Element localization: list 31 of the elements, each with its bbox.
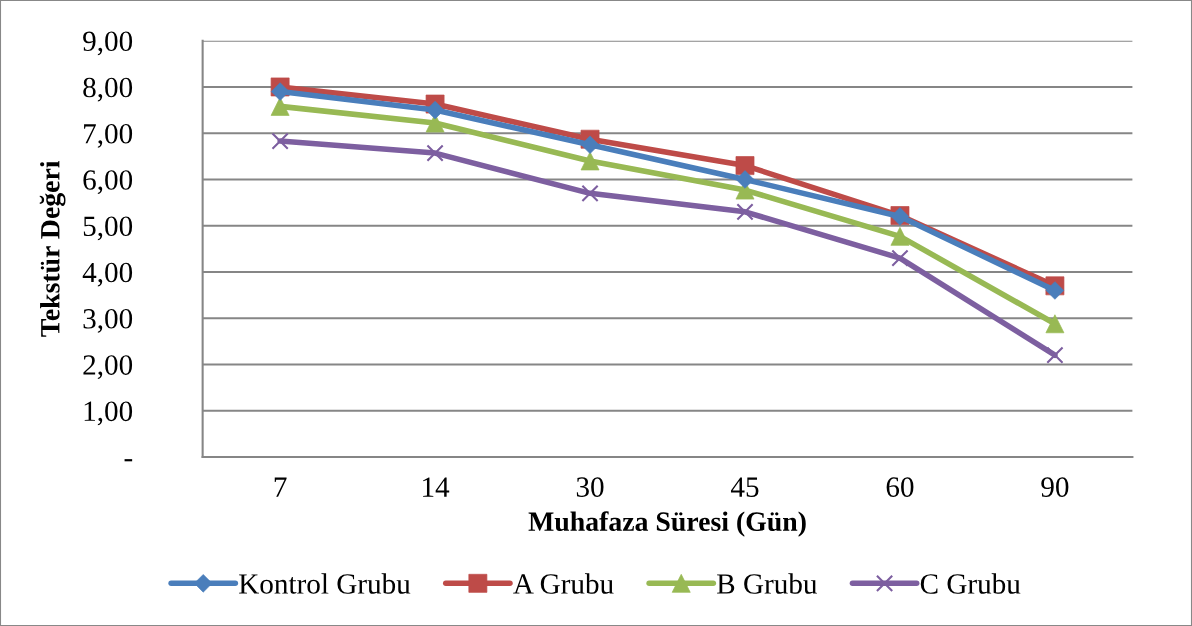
x-axis-title: Muhafaza Süresi (Gün) [528, 511, 806, 537]
y-tick-label: 2,00 [83, 355, 133, 380]
point [1046, 346, 1064, 364]
legend-label: Kontrol Grubu [239, 573, 411, 594]
x-tick-label: 45 [730, 477, 759, 497]
y-tick-label: 1,00 [84, 401, 133, 426]
point [581, 184, 599, 203]
y-tick-label: - [124, 459, 133, 462]
legend-label: C Grubu [920, 573, 1021, 594]
point [735, 170, 755, 189]
point [891, 249, 909, 267]
point [736, 203, 754, 221]
y-tick-label: 9,00 [83, 31, 133, 56]
x-tick-label: 30 [576, 477, 604, 497]
point [270, 82, 290, 101]
y-tick-label: 3,00 [83, 308, 133, 333]
y-tick-label: 5,00 [83, 216, 133, 241]
point [580, 135, 600, 154]
legend-label: A Grubu [513, 573, 614, 594]
point [426, 144, 444, 162]
x-tick-label: 14 [423, 477, 450, 497]
x-tick-label: 90 [1041, 477, 1069, 497]
x-tick-label: 60 [886, 477, 914, 497]
y-axis-title: Tekstür Değeri [39, 160, 66, 337]
legend-label: B Grubu [717, 573, 817, 594]
y-tick-label: 4,00 [82, 262, 133, 287]
y-tick-label: 6,00 [83, 170, 133, 195]
y-tick-label: 7,00 [84, 123, 133, 148]
y-tick-label: 8,00 [83, 77, 133, 102]
x-tick-label: 7 [274, 477, 287, 497]
point [271, 132, 289, 150]
